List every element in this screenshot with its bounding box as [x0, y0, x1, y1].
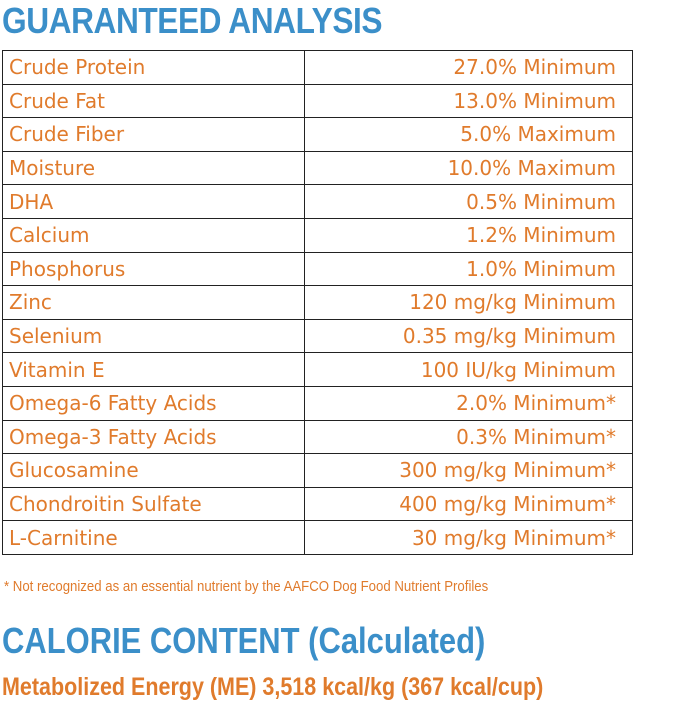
- nutrient-name: Glucosamine: [2, 453, 305, 488]
- table-row: Omega-3 Fatty Acids 0.3% Minimum*: [2, 419, 634, 455]
- nutrient-name: Crude Fat: [2, 83, 305, 119]
- nutrient-value: 1.0% Minimum: [303, 251, 634, 287]
- nutrient-name: Crude Fiber: [2, 117, 305, 152]
- table-row: DHA 0.5% Minimum: [2, 184, 634, 219]
- table-row: Selenium 0.35 mg/kg Minimum: [2, 318, 634, 354]
- footnote: * Not recognized as an essential nutrien…: [4, 578, 489, 595]
- nutrient-name: Chondroitin Sulfate: [2, 486, 305, 522]
- nutrient-name: Moisture: [2, 150, 305, 186]
- nutrient-value: 0.5% Minimum: [303, 184, 634, 219]
- nutrient-value: 10.0% Maximum: [303, 150, 634, 186]
- nutrient-value: 30 mg/kg Minimum*: [303, 520, 634, 555]
- nutrient-value: 300 mg/kg Minimum*: [303, 453, 634, 488]
- nutrient-name: Crude Protein: [2, 50, 305, 85]
- table-row: Omega-6 Fatty Acids 2.0% Minimum*: [2, 385, 634, 421]
- nutrient-value: 120 mg/kg Minimum: [303, 285, 634, 320]
- table-row: Crude Fat 13.0% Minimum: [2, 83, 634, 119]
- table-row: Crude Fiber 5.0% Maximum: [2, 117, 634, 152]
- nutrient-name: Calcium: [2, 217, 305, 253]
- nutrient-name: Zinc: [2, 285, 305, 320]
- table-row: Phosphorus 1.0% Minimum: [2, 251, 634, 287]
- analysis-table: Crude Protein 27.0% Minimum Crude Fat 13.0%…: [2, 50, 634, 555]
- nutrient-name: Phosphorus: [2, 251, 305, 287]
- nutrient-value: 13.0% Minimum: [303, 83, 634, 119]
- nutrient-name: Omega-3 Fatty Acids: [2, 419, 305, 455]
- nutrient-name: L-Carnitine: [2, 520, 305, 555]
- calorie-text: Metabolized Energy (ME) 3,518 kcal/kg (3…: [2, 673, 544, 701]
- table-row: Glucosamine 300 mg/kg Minimum*: [2, 453, 634, 488]
- nutrient-name: DHA: [2, 184, 305, 219]
- calorie-title: CALORIE CONTENT (Calculated): [2, 620, 486, 661]
- table-row: L-Carnitine 30 mg/kg Minimum*: [2, 520, 634, 555]
- table-row: Calcium 1.2% Minimum: [2, 217, 634, 253]
- nutrient-value: 5.0% Maximum: [303, 117, 634, 152]
- table-row: Moisture 10.0% Maximum: [2, 150, 634, 186]
- nutrient-value: 2.0% Minimum*: [303, 385, 634, 421]
- table-row: Crude Protein 27.0% Minimum: [2, 50, 634, 85]
- nutrient-value: 400 mg/kg Minimum*: [303, 486, 634, 522]
- nutrient-name: Vitamin E: [2, 352, 305, 387]
- table-row: Chondroitin Sulfate 400 mg/kg Minimum*: [2, 486, 634, 522]
- table-row: Zinc 120 mg/kg Minimum: [2, 285, 634, 320]
- table-row: Vitamin E 100 IU/kg Minimum: [2, 352, 634, 387]
- nutrient-value: 100 IU/kg Minimum: [303, 352, 634, 387]
- nutrient-name: Selenium: [2, 318, 305, 354]
- nutrient-value: 0.35 mg/kg Minimum: [303, 318, 634, 354]
- nutrient-value: 0.3% Minimum*: [303, 419, 634, 455]
- title: GUARANTEED ANALYSIS: [2, 0, 383, 41]
- nutrient-name: Omega-6 Fatty Acids: [2, 385, 305, 421]
- nutrient-value: 27.0% Minimum: [303, 50, 634, 85]
- nutrient-value: 1.2% Minimum: [303, 217, 634, 253]
